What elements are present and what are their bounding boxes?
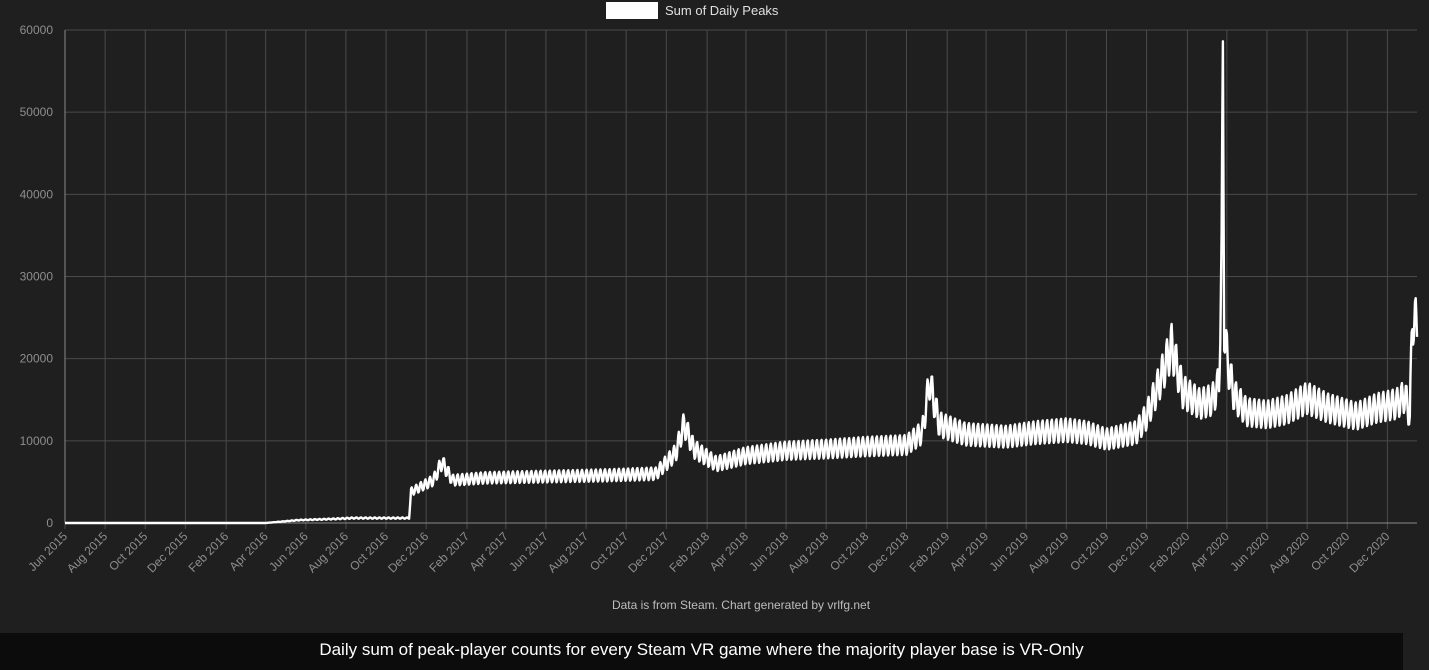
x-tick-label: Aug 2016 <box>305 529 351 575</box>
x-tick-label: Feb 2020 <box>1147 529 1193 575</box>
x-tick-label: Jun 2018 <box>746 529 791 574</box>
legend-swatch <box>606 2 658 19</box>
series-layer <box>64 40 1419 525</box>
x-tick-label: Feb 2019 <box>907 529 953 575</box>
x-tick-label: Oct 2016 <box>347 529 392 574</box>
y-tick-label: 0 <box>46 516 53 530</box>
x-tick-label: Jun 2019 <box>987 529 1032 574</box>
right-edge-strip <box>1403 633 1429 670</box>
x-tick-label: Dec 2017 <box>625 529 671 575</box>
x-tick-label: Oct 2017 <box>587 529 632 574</box>
x-tick-label: Jun 2015 <box>25 529 70 574</box>
chart-panel: 0 10000 20000 30000 40000 50000 60000 Jun 2015… <box>0 0 1429 633</box>
x-tick-label: Aug 2020 <box>1266 529 1312 575</box>
x-tick-label: Apr 2017 <box>467 529 512 574</box>
x-tick-label: Feb 2017 <box>426 529 472 575</box>
x-tick-label: Jun 2020 <box>1227 529 1272 574</box>
y-tick-label: 40000 <box>20 187 54 201</box>
x-gridlines <box>64 30 1388 529</box>
series-line-0 <box>64 40 1419 525</box>
x-tick-label: Aug 2017 <box>545 529 591 575</box>
x-tick-label: Apr 2019 <box>947 529 992 574</box>
y-tick-label: 30000 <box>20 270 54 284</box>
x-tick-label: Feb 2016 <box>186 529 232 575</box>
x-tick-label: Oct 2018 <box>827 529 872 574</box>
line-chart: 0 10000 20000 30000 40000 50000 60000 Jun 2015… <box>20 2 1419 612</box>
x-tick-label: Dec 2019 <box>1105 529 1151 575</box>
caption: Daily sum of peak-player counts for ever… <box>0 633 1403 670</box>
x-tick-label: Dec 2018 <box>865 529 911 575</box>
x-tick-label: Dec 2015 <box>144 529 190 575</box>
x-tick-label: Oct 2020 <box>1308 529 1353 574</box>
x-tick-label: Apr 2018 <box>707 529 752 574</box>
x-tick-label: Oct 2015 <box>106 529 151 574</box>
x-tick-label: Jun 2016 <box>266 529 311 574</box>
x-tick-label: Jun 2017 <box>506 529 551 574</box>
x-tick-label: Feb 2018 <box>666 529 712 575</box>
y-tick-labels: 0 10000 20000 30000 40000 50000 60000 <box>20 23 54 530</box>
y-tick-label: 10000 <box>20 434 54 448</box>
x-tick-label: Dec 2020 <box>1346 529 1392 575</box>
footnote: Data is from Steam. Chart generated by v… <box>612 598 871 612</box>
x-tick-label: Dec 2016 <box>385 529 431 575</box>
x-tick-label: Aug 2015 <box>64 529 110 575</box>
x-tick-label: Aug 2018 <box>785 529 831 575</box>
y-tick-label: 50000 <box>20 105 54 119</box>
y-tick-label: 60000 <box>20 23 54 37</box>
legend[interactable]: Sum of Daily Peaks <box>606 2 779 19</box>
x-tick-label: Apr 2016 <box>226 529 271 574</box>
y-gridlines <box>65 29 1417 524</box>
y-tick-label: 20000 <box>20 352 54 366</box>
legend-label: Sum of Daily Peaks <box>665 3 779 18</box>
x-tick-label: Apr 2020 <box>1188 529 1233 574</box>
x-tick-label: Oct 2019 <box>1067 529 1112 574</box>
x-tick-label: Aug 2019 <box>1025 529 1071 575</box>
